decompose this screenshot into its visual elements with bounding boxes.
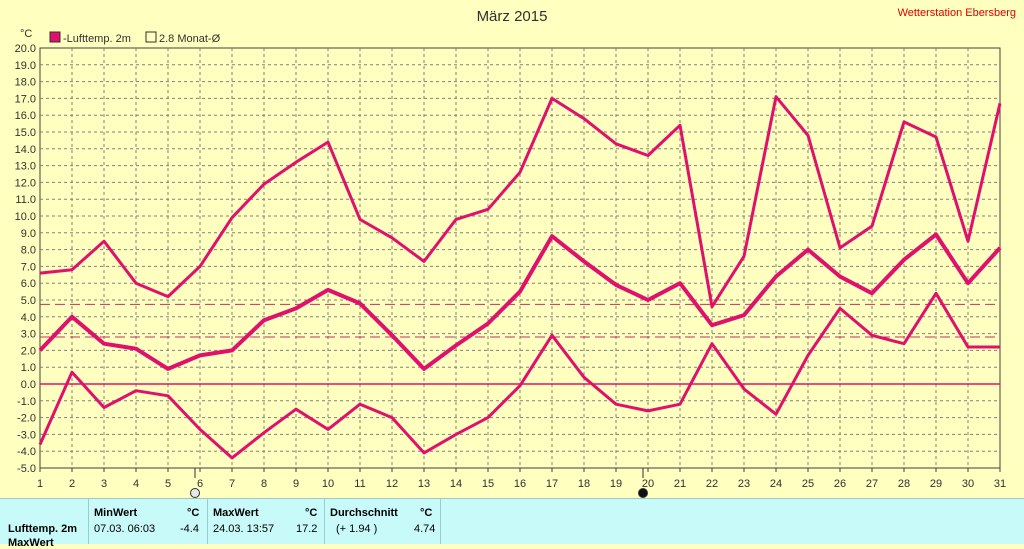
series-line-max — [39, 95, 1002, 309]
max-unit: °C — [305, 507, 318, 519]
y-tick-label: 15.0 — [15, 127, 36, 139]
y-tick-label: 2.0 — [21, 345, 36, 357]
x-tick-label: 9 — [293, 478, 299, 490]
x-tick-label: 28 — [898, 478, 910, 490]
x-tick-label: 17 — [546, 478, 558, 490]
x-tick-label: 21 — [674, 478, 686, 490]
y-tick-label: 8.0 — [21, 245, 36, 257]
min-header: MinWert — [94, 507, 138, 519]
station-name: Wetterstation Ebersberg — [898, 7, 1016, 19]
x-tick-label: 1 — [37, 478, 43, 490]
min-unit: °C — [187, 507, 200, 519]
x-tick-label: 20 — [642, 478, 654, 490]
y-tick-label: 10.0 — [15, 211, 36, 223]
y-tick-label: 16.0 — [15, 110, 36, 122]
chart-title: März 2015 — [477, 8, 548, 25]
y-tick-label: 0.0 — [21, 379, 36, 391]
x-tick-label: 16 — [514, 478, 526, 490]
y-tick-label: 20.0 — [15, 43, 36, 55]
avg-delta: (+ 1.94 ) — [336, 523, 378, 535]
plot-area: 20.019.018.017.016.015.014.013.012.011.0… — [15, 43, 1006, 498]
x-tick-label: 4 — [133, 478, 139, 490]
x-tick-label: 25 — [802, 478, 814, 490]
x-tick-label: 23 — [738, 478, 750, 490]
y-tick-label: 13.0 — [15, 161, 36, 173]
legend-label-mean: 2.8 Monat-Ø — [159, 33, 221, 45]
avg-value: 4.74 — [414, 523, 436, 535]
x-tick-label: 13 — [418, 478, 430, 490]
y-tick-label: 19.0 — [15, 60, 36, 72]
temperature-chart: März 2015 Wetterstation Ebersberg °C -Lu… — [15, 7, 1016, 498]
x-tick-label: 10 — [322, 478, 334, 490]
full-moon-icon — [190, 488, 200, 498]
y-tick-label: 18.0 — [15, 77, 36, 89]
y-tick-label: 5.0 — [21, 295, 36, 307]
stats-divider — [324, 499, 325, 544]
series-line-min — [38, 291, 1000, 460]
y-tick-label: 12.0 — [15, 177, 36, 189]
legend-label-temp: -Lufttemp. 2m — [63, 33, 131, 45]
y-tick-label: 1.0 — [21, 362, 36, 374]
max-header: MaxWert — [213, 507, 259, 519]
avg-unit: °C — [420, 507, 433, 519]
stats-divider — [88, 499, 89, 544]
x-tick-label: 12 — [386, 478, 398, 490]
stats-divider — [440, 499, 441, 544]
x-tick-label: 27 — [866, 478, 878, 490]
x-tick-label: 22 — [706, 478, 718, 490]
y-tick-label: 11.0 — [15, 194, 36, 206]
x-tick-label: 30 — [962, 478, 974, 490]
x-tick-label: 2 — [69, 478, 75, 490]
y-tick-label: 7.0 — [21, 261, 36, 273]
x-tick-label: 14 — [450, 478, 462, 490]
stats-panel: MinWert °C MaxWert °C Durchschnitt °C Lu… — [0, 498, 1024, 549]
x-tick-label: 24 — [770, 478, 782, 490]
x-tick-label: 3 — [101, 478, 107, 490]
y-tick-label: 4.0 — [21, 312, 36, 324]
row-label: Lufttemp. 2m — [8, 523, 78, 535]
x-tick-label: 8 — [261, 478, 267, 490]
x-tick-label: 6 — [197, 478, 203, 490]
y-tick-label: 17.0 — [15, 93, 36, 105]
y-tick-label: 3.0 — [21, 329, 36, 341]
y-tick-label: -1.0 — [17, 396, 36, 408]
x-tick-label: 5 — [165, 478, 171, 490]
x-tick-label: 19 — [610, 478, 622, 490]
legend-swatch-mean — [145, 31, 157, 43]
x-tick-label: 15 — [482, 478, 494, 490]
y-tick-label: -2.0 — [17, 413, 36, 425]
y-unit-label: °C — [20, 28, 32, 40]
new-moon-icon — [638, 488, 648, 498]
legend-swatch-temp — [49, 31, 61, 43]
avg-header: Durchschnitt — [330, 507, 398, 519]
stats-divider — [207, 499, 208, 544]
y-tick-label: 6.0 — [21, 278, 36, 290]
x-tick-label: 31 — [994, 478, 1006, 490]
max-date: 24.03. 13:57 — [213, 523, 275, 535]
max-value: 17.2 — [296, 523, 318, 535]
x-tick-label: 11 — [354, 478, 365, 490]
legend: -Lufttemp. 2m 2.8 Monat-Ø — [49, 31, 221, 45]
x-tick-label: 7 — [229, 478, 235, 490]
min-date: 07.03. 06:03 — [94, 523, 156, 535]
y-tick-label: -5.0 — [17, 463, 36, 475]
min-value: -4.4 — [180, 523, 199, 535]
y-tick-label: -3.0 — [17, 429, 36, 441]
series-line-mean — [38, 232, 1002, 371]
x-tick-label: 29 — [930, 478, 942, 490]
y-tick-label: -4.0 — [17, 446, 36, 458]
x-tick-label: 26 — [834, 478, 846, 490]
y-tick-label: 14.0 — [15, 144, 36, 156]
row-label-2: MaxWert — [8, 537, 54, 549]
x-tick-label: 18 — [578, 478, 590, 490]
y-tick-label: 9.0 — [21, 228, 36, 240]
